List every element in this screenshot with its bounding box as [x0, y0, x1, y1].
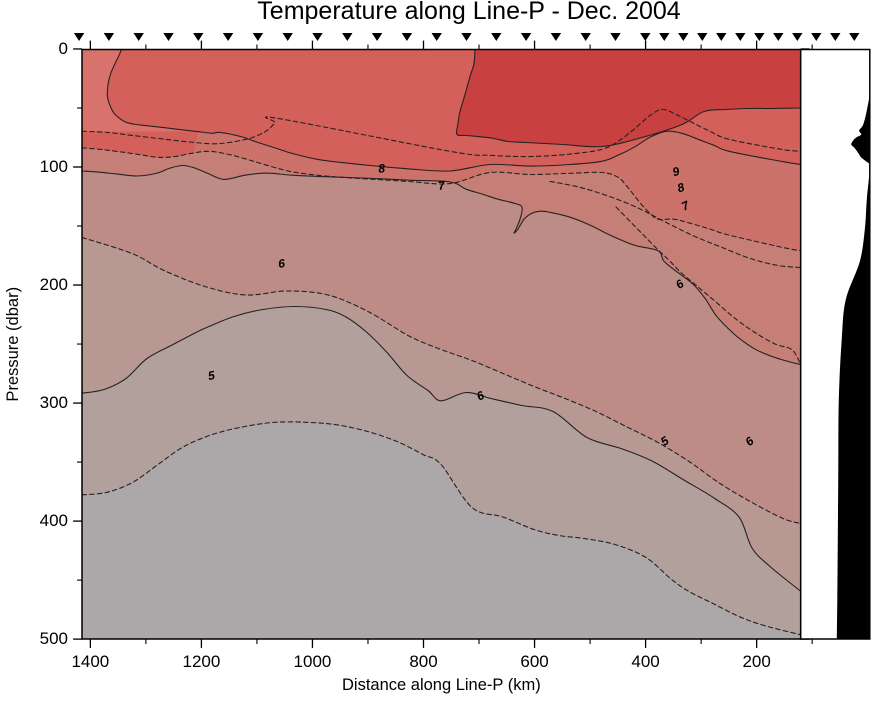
svg-text:500: 500: [40, 629, 68, 648]
svg-text:1200: 1200: [182, 652, 220, 671]
svg-text:1000: 1000: [294, 652, 332, 671]
svg-text:200: 200: [742, 652, 770, 671]
svg-text:600: 600: [520, 652, 548, 671]
svg-text:800: 800: [409, 652, 437, 671]
svg-text:1400: 1400: [71, 652, 109, 671]
svg-text:300: 300: [40, 393, 68, 412]
svg-text:200: 200: [40, 275, 68, 294]
svg-text:400: 400: [631, 652, 659, 671]
svg-text:0: 0: [59, 39, 68, 58]
svg-text:Temperature along Line-P - Dec: Temperature along Line-P - Dec. 2004: [257, 0, 680, 25]
svg-text:Pressure (dbar): Pressure (dbar): [4, 287, 22, 402]
svg-text:Distance along Line-P (km): Distance along Line-P (km): [342, 676, 541, 694]
svg-text:400: 400: [40, 511, 68, 530]
svg-text:100: 100: [40, 157, 68, 176]
